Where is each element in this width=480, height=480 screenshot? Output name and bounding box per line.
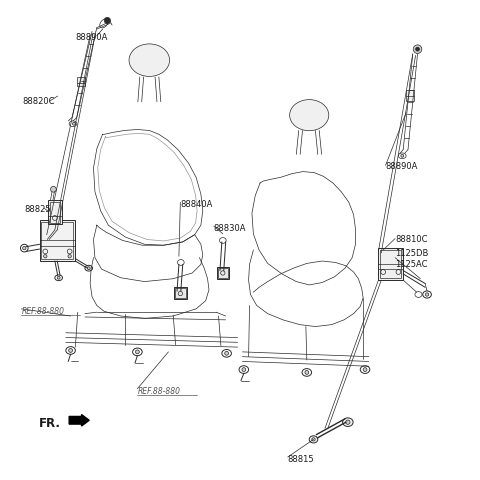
- Text: FR.: FR.: [38, 416, 60, 429]
- Text: 88840A: 88840A: [180, 200, 213, 209]
- Ellipse shape: [363, 368, 367, 372]
- Ellipse shape: [242, 368, 246, 372]
- Text: 88820C: 88820C: [23, 97, 55, 106]
- Text: 1125AC: 1125AC: [395, 259, 428, 268]
- Text: 88825: 88825: [24, 204, 51, 214]
- Bar: [380, 250, 401, 279]
- Ellipse shape: [309, 436, 318, 443]
- Bar: [41, 223, 73, 260]
- Ellipse shape: [425, 293, 429, 297]
- Ellipse shape: [69, 349, 72, 353]
- Bar: [175, 288, 186, 299]
- Ellipse shape: [104, 18, 110, 24]
- Ellipse shape: [44, 255, 47, 258]
- Ellipse shape: [312, 438, 315, 441]
- Polygon shape: [406, 91, 414, 102]
- Ellipse shape: [346, 420, 350, 424]
- Ellipse shape: [68, 255, 72, 258]
- Bar: [216, 267, 229, 279]
- Ellipse shape: [413, 46, 422, 54]
- Bar: [49, 202, 60, 223]
- Text: 88830A: 88830A: [214, 224, 246, 232]
- Bar: [378, 248, 403, 281]
- Ellipse shape: [129, 45, 169, 77]
- Ellipse shape: [87, 267, 90, 270]
- Ellipse shape: [57, 277, 60, 280]
- FancyArrow shape: [69, 415, 89, 426]
- Ellipse shape: [50, 187, 56, 193]
- Ellipse shape: [401, 155, 404, 158]
- Bar: [48, 201, 61, 225]
- Ellipse shape: [225, 352, 228, 356]
- Text: 88810C: 88810C: [395, 235, 428, 243]
- Ellipse shape: [305, 371, 309, 374]
- Bar: [217, 268, 228, 278]
- Bar: [174, 288, 187, 300]
- Ellipse shape: [416, 48, 420, 52]
- Bar: [39, 221, 75, 262]
- Text: REF.88-880: REF.88-880: [22, 306, 64, 315]
- Text: 1125DB: 1125DB: [395, 249, 429, 258]
- Ellipse shape: [289, 100, 329, 132]
- Text: 88890A: 88890A: [385, 162, 418, 170]
- Text: 88890A: 88890A: [75, 33, 108, 42]
- Ellipse shape: [343, 418, 353, 427]
- Ellipse shape: [23, 247, 26, 250]
- Ellipse shape: [72, 123, 75, 126]
- Polygon shape: [77, 78, 85, 87]
- Ellipse shape: [135, 350, 139, 354]
- Text: 88815: 88815: [288, 454, 314, 463]
- Text: REF.88-880: REF.88-880: [137, 386, 180, 395]
